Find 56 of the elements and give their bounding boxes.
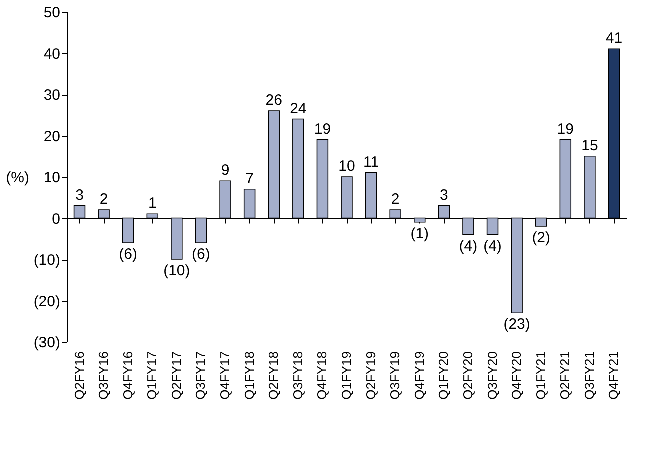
y-tick-label: 50 bbox=[44, 4, 60, 22]
data-label: 2 bbox=[391, 191, 400, 208]
x-tick-label: Q3FY19 bbox=[388, 352, 403, 400]
y-tick-label: (30) bbox=[34, 334, 60, 352]
data-label: (23) bbox=[504, 316, 530, 334]
x-tick-label: Q4FY20 bbox=[509, 352, 524, 400]
x-tick-label: Q3FY18 bbox=[290, 352, 306, 400]
data-label: (2) bbox=[532, 230, 551, 246]
x-tick-label: Q3FY21 bbox=[582, 352, 597, 400]
data-label: (4) bbox=[484, 238, 502, 255]
data-label: 11 bbox=[364, 154, 380, 171]
data-label: (6) bbox=[119, 246, 138, 263]
data-label: 19 bbox=[557, 120, 574, 138]
x-tick-label: Q2FY16 bbox=[72, 352, 87, 400]
data-label: (6) bbox=[192, 246, 210, 263]
x-tick-label: Q3FY16 bbox=[96, 352, 112, 400]
x-tick-label: Q4FY18 bbox=[314, 352, 330, 400]
x-tick-label: Q4FY16 bbox=[120, 352, 136, 400]
data-label: 2 bbox=[100, 191, 108, 208]
data-label: (1) bbox=[410, 225, 430, 242]
x-tick-label: Q4FY21 bbox=[606, 352, 622, 400]
data-label: 41 bbox=[606, 30, 623, 48]
y-tick-label: 30 bbox=[44, 87, 60, 104]
x-tick-label: Q1FY17 bbox=[144, 352, 160, 400]
x-tick-label: Q2FY19 bbox=[363, 352, 378, 400]
data-label: (4) bbox=[459, 238, 478, 255]
x-tick-label: Q2FY18 bbox=[266, 352, 282, 400]
data-label: 24 bbox=[290, 100, 307, 118]
y-tick-label: 20 bbox=[44, 128, 60, 146]
data-label: 19 bbox=[314, 120, 332, 138]
data-label: 9 bbox=[221, 162, 230, 180]
x-tick-label: Q3FY17 bbox=[193, 352, 208, 400]
y-tick-label: (10) bbox=[34, 252, 60, 269]
y-tick-label: 0 bbox=[52, 210, 60, 228]
x-tick-label: Q1FY19 bbox=[339, 352, 354, 400]
y-tick-label: 40 bbox=[44, 46, 60, 63]
x-tick-label: Q1FY18 bbox=[242, 352, 257, 400]
data-label: 10 bbox=[338, 158, 356, 175]
data-label: (10) bbox=[164, 262, 190, 280]
data-label: 15 bbox=[582, 137, 598, 154]
data-label: 26 bbox=[266, 92, 282, 109]
x-tick-label: Q1FY21 bbox=[533, 352, 548, 400]
data-label: 3 bbox=[76, 186, 84, 204]
x-tick-label: Q1FY20 bbox=[436, 352, 452, 400]
data-label: 3 bbox=[440, 186, 448, 204]
x-tick-label: Q2FY21 bbox=[558, 352, 573, 400]
y-tick-label: (20) bbox=[34, 293, 60, 310]
data-label: 1 bbox=[148, 195, 157, 212]
y-tick-label: 10 bbox=[44, 170, 60, 186]
x-tick-label: Q2FY20 bbox=[460, 352, 476, 400]
x-tick-label: Q4FY19 bbox=[412, 352, 427, 400]
data-label: 7 bbox=[246, 170, 254, 188]
x-tick-label: Q3FY20 bbox=[484, 352, 500, 400]
x-tick-label: Q2FY17 bbox=[168, 352, 184, 400]
x-tick-label: Q4FY17 bbox=[218, 352, 233, 400]
y-axis-title: (%) bbox=[6, 170, 30, 186]
